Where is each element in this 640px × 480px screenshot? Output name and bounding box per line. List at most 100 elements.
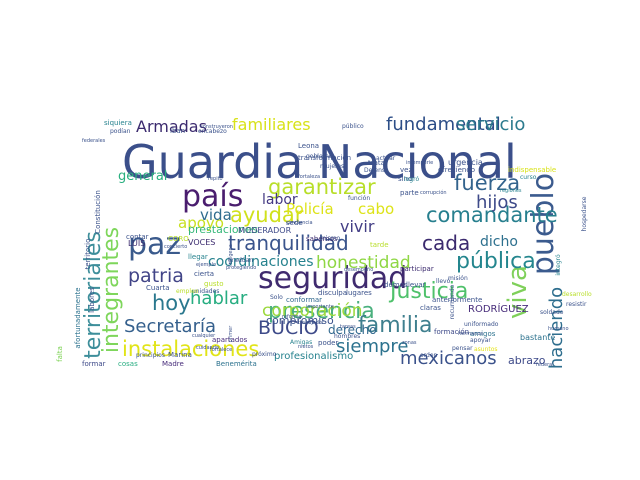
word-mision: misión (448, 275, 468, 282)
word-orden: orden (420, 352, 438, 359)
word-demos: demos (384, 281, 408, 289)
word-benemerita: Benemérita (216, 360, 257, 368)
word-mexicanos: mexicanos (400, 348, 497, 369)
word-regiones: regiones (500, 188, 522, 194)
word-falta: falta (56, 346, 64, 362)
word-encabezo: encabezo (198, 128, 227, 135)
word-hijos: hijos (476, 192, 518, 213)
word-cosas: cosas (118, 360, 138, 368)
word-territorio: territorio (84, 239, 92, 270)
word-zonas: zonas (402, 340, 417, 346)
word-sabemos: sabemos (306, 235, 338, 243)
word-recurriendo: recurriendo (449, 284, 456, 319)
word-proximo: próximo (252, 351, 277, 358)
word-cuarta: Cuarta (146, 284, 170, 292)
word-amigas: Amigas (290, 339, 312, 346)
word-curso: curso (520, 174, 537, 181)
word-bastante: bastante (520, 333, 555, 342)
word-intemperie: intemperie (406, 160, 433, 166)
word-publica: pública (456, 249, 536, 274)
word-coro: CORO (168, 235, 189, 243)
word-fortalece: fortalece (210, 347, 232, 353)
word-lugares: lugares (346, 289, 372, 297)
word-primer: primer (228, 325, 234, 343)
word-labores: labores (88, 287, 96, 313)
word-coordinaciones: coordinaciones (208, 254, 314, 270)
word-ofreciendo: ofreciendo (438, 166, 475, 174)
word-formacion: formación (434, 328, 469, 336)
word-integrantes: integrantes (99, 227, 124, 353)
word-apoyar: apoyar (470, 337, 491, 344)
word-afortunadamente: afortunadamente (74, 287, 82, 348)
word-principios: principios (136, 352, 165, 359)
word-construyeron: construyeron (200, 124, 233, 130)
word-bucio: BUCIO (258, 317, 319, 339)
word-formar: formar (82, 360, 106, 368)
word-claras: claras (420, 304, 441, 312)
word-unidades: unidades (192, 288, 219, 295)
word-importante: importante (306, 304, 334, 310)
word-reforma: reforma (282, 314, 302, 320)
word-servicio: servicio (456, 114, 525, 135)
word-urgencia: urgencia (448, 158, 483, 167)
word-hospedarse: hospedarse (581, 196, 588, 231)
word-anteriormente: anteriormente (432, 296, 482, 304)
word-empleo: empleo (176, 288, 199, 295)
word-seguridad: seguridad (258, 261, 407, 296)
word-trabajador: trabajador (298, 320, 325, 326)
word-nietos: nietos (298, 344, 314, 350)
word-pais: país (182, 179, 243, 214)
word-indispensable: indispensable (508, 166, 556, 174)
word-cierta: cierta (194, 270, 214, 278)
word-llegar: llegar (188, 253, 208, 261)
word-haciendo: haciendo (546, 287, 567, 369)
word-labor: labor (262, 192, 298, 208)
word-cualquier: cualquier (192, 333, 216, 339)
word-familia: familia (358, 313, 432, 338)
word-territoriales: territoriales (81, 231, 106, 359)
word-general: general (118, 169, 167, 184)
word-llevo: llevó (436, 278, 451, 285)
word-instalaciones: instalaciones (122, 337, 259, 361)
word-siquiera: siquiera (104, 119, 132, 127)
word-mismo: mismo (320, 235, 340, 242)
word-paz: paz (128, 227, 181, 262)
word-viva: viva (503, 265, 533, 319)
word-conformar: conformar (286, 296, 322, 304)
word-podian: podían (110, 128, 131, 135)
word-funcion: función (348, 195, 370, 202)
word-hermanos: hermanos (458, 331, 483, 337)
word-amigos: amigos (470, 330, 496, 338)
word-apartados: apartados (212, 336, 248, 344)
word-profesionalismo: profesionalismo (274, 351, 353, 362)
word-policia: Policía (286, 200, 334, 218)
word-moderador: MODERADOR (238, 226, 292, 235)
word-presencia: presencia (268, 299, 375, 324)
word-vida: vida (200, 206, 232, 224)
word-federales: federales (82, 138, 106, 144)
word-derecho: derecho (328, 323, 377, 337)
word-fundamental: fundamental (386, 114, 501, 135)
word-pensar: pensar (452, 345, 473, 352)
word-protegiendo: protegiendo (226, 265, 256, 271)
word-hablar: hablar (190, 288, 248, 309)
word-corrupcion: corrupción (420, 189, 447, 196)
word-publico: público (342, 123, 364, 130)
word-asuntos: asuntos (474, 346, 498, 353)
word-tranquilidad: tranquilidad (228, 231, 349, 255)
word-repito: repito (208, 176, 223, 182)
word-actuar: actuar (376, 155, 396, 162)
word-leona: Leona (298, 142, 319, 150)
word-llevar: llevar (406, 281, 426, 289)
word-tratar: tratar (368, 159, 388, 167)
word-gobierno: gobierno (306, 153, 333, 160)
word-logro: logró (404, 176, 419, 183)
word-ejemplo: ejemplo (196, 262, 216, 268)
word-tareas: tareas (340, 324, 356, 330)
word-apoyo: apoyo (178, 214, 224, 232)
word-gusto: gusto (204, 280, 224, 288)
word-garantizar: garantizar (268, 175, 376, 199)
word-poder: poder (318, 339, 338, 347)
word-comandante: comandante (426, 203, 558, 227)
